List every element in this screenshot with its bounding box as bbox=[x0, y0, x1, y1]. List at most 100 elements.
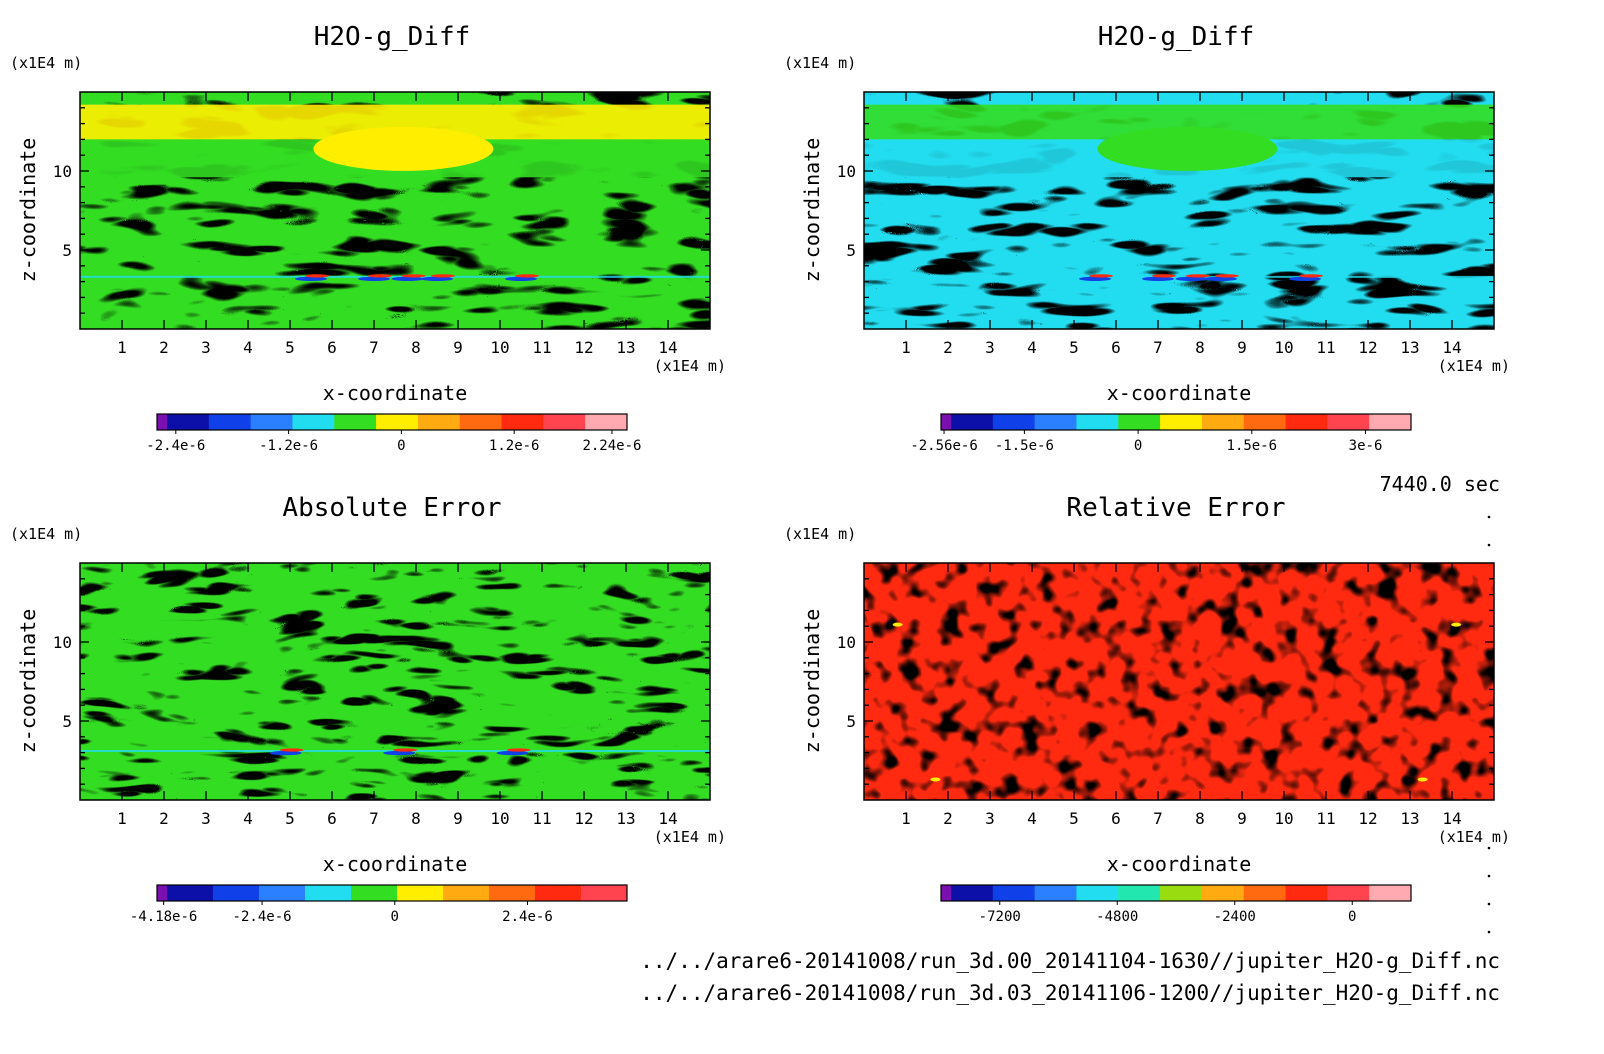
x-tick-label: 8 bbox=[1195, 809, 1205, 828]
margin-dots bbox=[1487, 515, 1491, 934]
x-tick-label: 4 bbox=[1027, 809, 1037, 828]
colorbar-tick-label: 2.24e-6 bbox=[582, 438, 641, 454]
x-unit-label: (x1E4 m) bbox=[1438, 828, 1510, 846]
x-tick-label: 6 bbox=[327, 809, 337, 828]
anomaly-blue bbox=[505, 276, 537, 282]
y-tick-label: 5 bbox=[846, 712, 856, 731]
x-tick-label: 13 bbox=[1400, 809, 1419, 828]
margin-dot bbox=[1487, 902, 1491, 906]
anomaly-blue bbox=[1205, 276, 1237, 282]
colorbar-swatch bbox=[167, 885, 214, 901]
x-tick-label: 11 bbox=[1316, 338, 1335, 357]
colorbar: -2.56e-6 -1.5e-6 0 1.5e-6 3e-6 bbox=[910, 413, 1412, 454]
anomaly-red bbox=[1215, 274, 1239, 278]
x-tick-label: 10 bbox=[490, 338, 509, 357]
colorbar: -2.4e-6 -1.2e-6 0 1.2e-6 2.24e-6 bbox=[146, 413, 641, 454]
y-unit-label: (x1E4 m) bbox=[10, 54, 82, 72]
colorbar-swatch bbox=[376, 414, 419, 430]
x-tick-label: 13 bbox=[616, 338, 635, 357]
panel-absolute-error: Absolute Error (x1E4 m) 1 2 3 4 5 6 7 8 9 10 11 12 1… bbox=[10, 493, 726, 925]
x-axis-label: x-coordinate bbox=[323, 381, 468, 405]
colorbar-tick-label: 2.4e-6 bbox=[502, 909, 553, 925]
colorbar: -7200 -4800 -2400 0 bbox=[940, 884, 1412, 925]
margin-dot bbox=[1487, 846, 1491, 850]
colorbar-tick-label: -2.56e-6 bbox=[910, 438, 977, 454]
plot-features bbox=[892, 622, 1462, 782]
x-axis-label: x-coordinate bbox=[1107, 852, 1252, 876]
x-tick-label: 5 bbox=[285, 809, 295, 828]
colorbar-swatch bbox=[992, 885, 1036, 901]
y-axis-label: z-coordinate bbox=[800, 138, 824, 283]
x-tick-label: 10 bbox=[490, 809, 509, 828]
panel-relative-error: Relative Error (x1E4 m) 1 2 3 4 5 6 7 8 9 10 11 12 1… bbox=[784, 493, 1510, 925]
colorbar-swatch bbox=[941, 885, 952, 901]
x-tick-label: 4 bbox=[1027, 338, 1037, 357]
x-tick-label: 14 bbox=[658, 809, 677, 828]
anomaly-red bbox=[1299, 274, 1323, 278]
colorbar-swatch bbox=[1034, 414, 1077, 430]
x-tick-label: 11 bbox=[532, 809, 551, 828]
colorbar-swatch bbox=[1160, 885, 1203, 901]
plot-frame bbox=[863, 562, 1495, 801]
colorbar-swatch bbox=[305, 885, 352, 901]
y-axis-label: z-coordinate bbox=[16, 609, 40, 754]
time-label: 7440.0 sec bbox=[1380, 472, 1500, 496]
colorbar-tick-label: 3e-6 bbox=[1349, 438, 1383, 454]
anomaly-blue bbox=[269, 750, 302, 756]
colorbar-swatch bbox=[417, 414, 461, 430]
panel-title: Absolute Error bbox=[282, 493, 501, 523]
colorbar-frame bbox=[156, 884, 628, 902]
y-tick-label: 10 bbox=[837, 633, 856, 652]
x-unit-label: (x1E4 m) bbox=[654, 357, 726, 375]
x-tick-label: 12 bbox=[574, 338, 593, 357]
plot-frame bbox=[79, 562, 711, 801]
x-tick-label: 11 bbox=[532, 338, 551, 357]
file-path-2: ../../arare6-20141008/run_3d.03_20141106… bbox=[640, 981, 1500, 1005]
noise-field bbox=[80, 563, 710, 800]
colorbar-swatch bbox=[213, 885, 260, 901]
colorbar-swatch bbox=[259, 885, 306, 901]
colorbar-swatch bbox=[1369, 414, 1412, 430]
x-tick-label: 3 bbox=[985, 809, 995, 828]
y-tick-label: 10 bbox=[53, 162, 72, 181]
anomaly-blue bbox=[383, 750, 416, 756]
y-axis-label: z-coordinate bbox=[16, 138, 40, 283]
anomaly-red bbox=[1185, 274, 1210, 278]
colorbar-swatch bbox=[1201, 885, 1245, 901]
colorbar-swatch bbox=[1243, 885, 1287, 901]
x-tick-label: 6 bbox=[327, 338, 337, 357]
margin-dot bbox=[1487, 543, 1491, 547]
relative-error-spot bbox=[892, 622, 903, 627]
colorbar-tick-label: 0 bbox=[1134, 438, 1142, 454]
panel-h2o-diff-2: H2O-g_Diff (x1E4 m) 1 2 3 4 5 6 7 8 9 10 11 12 13 145… bbox=[784, 22, 1510, 454]
x-unit-label: (x1E4 m) bbox=[654, 828, 726, 846]
colorbar-swatch bbox=[459, 414, 503, 430]
colorbar-tick-label: -2.4e-6 bbox=[233, 909, 292, 925]
x-tick-label: 3 bbox=[985, 338, 995, 357]
anomaly-red bbox=[279, 748, 304, 752]
x-tick-label: 1 bbox=[117, 809, 127, 828]
x-tick-label: 7 bbox=[369, 809, 379, 828]
colorbar-swatch bbox=[1285, 414, 1328, 430]
y-axis-label: z-coordinate bbox=[800, 609, 824, 754]
colorbar-tick-label: 0 bbox=[397, 438, 405, 454]
x-tick-label: 10 bbox=[1274, 338, 1293, 357]
anomaly-blue bbox=[421, 276, 453, 282]
x-tick-label: 12 bbox=[574, 809, 593, 828]
x-tick-label: 8 bbox=[1195, 338, 1205, 357]
colorbar-swatch bbox=[250, 414, 293, 430]
x-tick-label: 8 bbox=[411, 809, 421, 828]
x-tick-label: 14 bbox=[658, 338, 677, 357]
margin-dot bbox=[1487, 515, 1491, 519]
colorbar-tick-label: -1.2e-6 bbox=[259, 438, 318, 454]
colorbar-tick-label: 1.2e-6 bbox=[489, 438, 540, 454]
colorbar-swatch bbox=[1118, 885, 1161, 901]
x-tick-label: 2 bbox=[159, 338, 169, 357]
colorbar-swatch bbox=[581, 885, 628, 901]
y-tick-label: 5 bbox=[62, 712, 72, 731]
margin-dot bbox=[1487, 874, 1491, 878]
